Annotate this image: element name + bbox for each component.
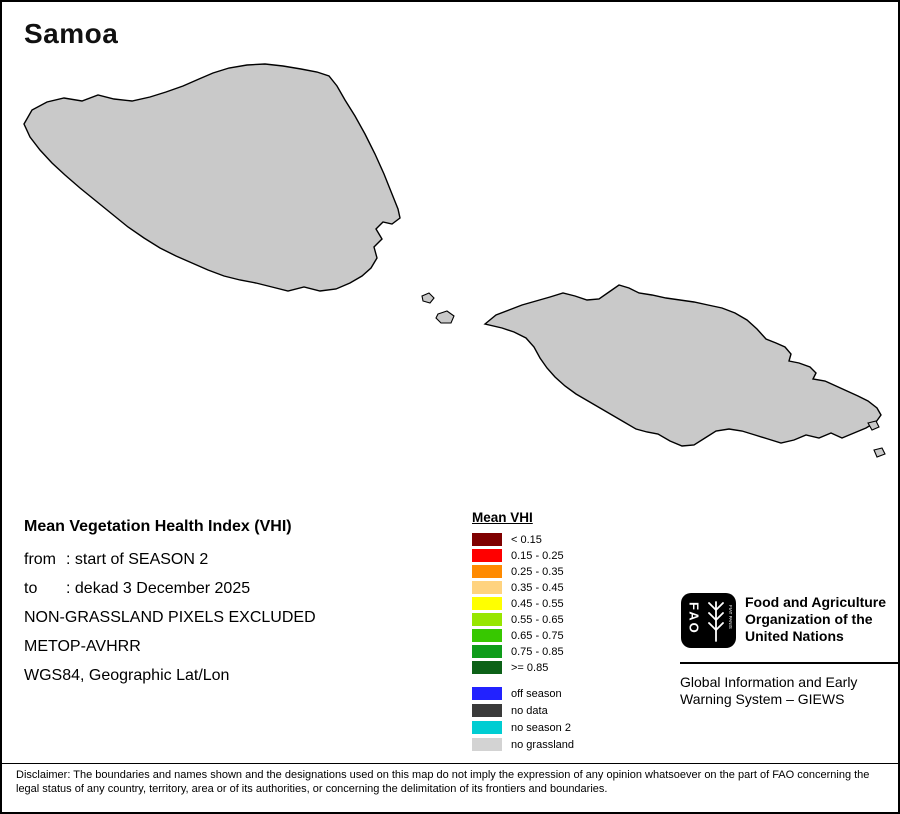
legend-label: 0.25 - 0.35	[511, 565, 564, 578]
info-row-projection: WGS84, Geographic Lat/Lon	[24, 667, 230, 684]
disclaimer: Disclaimer: The boundaries and names sho…	[2, 763, 898, 812]
legend-label: >= 0.85	[511, 661, 549, 674]
legend-item: no season 2	[472, 721, 574, 734]
info-row-sensor: METOP-AVHRR	[24, 638, 141, 655]
legend-swatch	[472, 687, 502, 700]
info-to-label: to	[24, 580, 38, 597]
legend-item: off season	[472, 687, 574, 700]
info-from-value: : start of SEASON 2	[66, 551, 209, 568]
fao-logo-text: FAO	[687, 602, 702, 635]
legend-swatch	[472, 721, 502, 734]
map-info-block: Mean Vegetation Health Index (VHI) from:…	[24, 518, 316, 696]
island-savaii	[23, 63, 401, 292]
legend-swatch	[472, 549, 502, 562]
legend-item: 0.25 - 0.35	[472, 565, 574, 578]
fao-org-name: Food and Agriculture Organization of the…	[745, 594, 887, 644]
legend-label: 0.45 - 0.55	[511, 597, 564, 610]
islet-east-1	[867, 420, 880, 431]
legend-swatch	[472, 704, 502, 717]
legend-swatch	[472, 645, 502, 658]
fao-header: FAO FIAT PANIS Food and Agriculture Orga…	[680, 592, 898, 649]
info-row-to: to : dekad 3 December 2025	[24, 580, 316, 598]
legend-label: < 0.15	[511, 533, 542, 546]
fao-logo-motto: FIAT PANIS	[728, 605, 733, 629]
legend-label: 0.15 - 0.25	[511, 549, 564, 562]
legend-item: 0.55 - 0.65	[472, 613, 574, 626]
wheat-icon	[708, 601, 724, 642]
legend-item: no grassland	[472, 738, 574, 751]
info-heading: Mean Vegetation Health Index (VHI)	[24, 518, 292, 535]
info-to-value: : dekad 3 December 2025	[66, 580, 251, 597]
island-upolu	[483, 284, 882, 447]
legend-item: 0.75 - 0.85	[472, 645, 574, 658]
legend-item: < 0.15	[472, 533, 574, 546]
fao-logo: FAO FIAT PANIS	[681, 593, 736, 648]
legend-swatch	[472, 533, 502, 546]
legend-item: 0.45 - 0.55	[472, 597, 574, 610]
legend-item: 0.35 - 0.45	[472, 581, 574, 594]
fao-block: FAO FIAT PANIS Food and Agriculture Orga…	[680, 592, 898, 708]
legend-label: 0.35 - 0.45	[511, 581, 564, 594]
islet-manono	[421, 292, 435, 304]
legend-item: 0.65 - 0.75	[472, 629, 574, 642]
page-title: Samoa	[24, 18, 119, 49]
legend-label: 0.75 - 0.85	[511, 645, 564, 658]
legend-status-group: off season no data no season 2 no grassl…	[472, 687, 574, 751]
legend-item: >= 0.85	[472, 661, 574, 674]
fao-divider	[680, 662, 898, 664]
info-row-non-grassland: NON-GRASSLAND PIXELS EXCLUDED	[24, 609, 316, 626]
legend-label: 0.65 - 0.75	[511, 629, 564, 642]
legend-label: no data	[511, 704, 548, 717]
legend-swatch	[472, 565, 502, 578]
giews-label: Global Information and Early Warning Sys…	[680, 674, 858, 707]
legend-label: 0.55 - 0.65	[511, 613, 564, 626]
legend-item: 0.15 - 0.25	[472, 549, 574, 562]
islet-apolima	[435, 310, 455, 324]
legend: Mean VHI < 0.15 0.15 - 0.25 0.25 - 0.35 …	[472, 510, 574, 755]
legend-label: no season 2	[511, 721, 571, 734]
islet-east-2	[873, 447, 886, 458]
info-from-label: from	[24, 551, 56, 568]
legend-item: no data	[472, 704, 574, 717]
legend-swatch	[472, 581, 502, 594]
legend-swatch	[472, 597, 502, 610]
legend-swatch	[472, 629, 502, 642]
legend-label: no grassland	[511, 738, 574, 751]
legend-label: off season	[511, 687, 562, 700]
legend-swatch	[472, 613, 502, 626]
legend-swatch	[472, 661, 502, 674]
info-row-from: from : start of SEASON 2	[24, 551, 316, 569]
legend-swatch	[472, 738, 502, 751]
legend-title: Mean VHI	[472, 510, 533, 525]
